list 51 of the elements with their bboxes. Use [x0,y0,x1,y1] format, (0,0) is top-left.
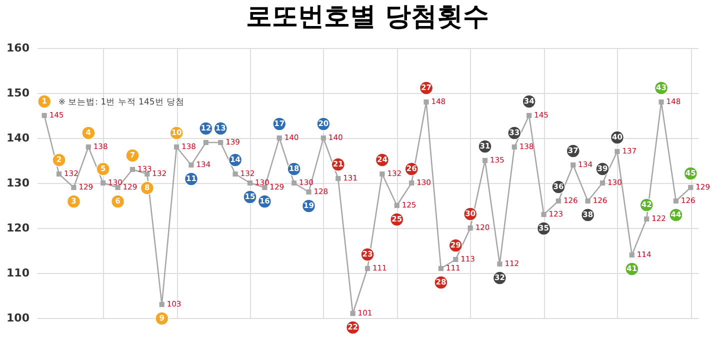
y-tick-label: 100 [6,312,30,324]
chart-title: 로또번호별 당첨횟수 [246,2,490,32]
point [600,180,606,186]
point [409,180,414,186]
point [644,216,650,222]
point [174,144,180,150]
point [350,310,356,316]
point [188,162,194,168]
annotation: ※ 보는법: 1번 누적 145번 당첨 [58,98,184,108]
point [673,198,679,204]
point [159,302,164,308]
point [71,184,76,190]
point [56,171,62,177]
point [497,261,502,267]
point [468,225,473,231]
point [380,171,385,177]
point [232,171,238,177]
y-tick-label: 140 [6,132,30,144]
point [453,256,458,262]
point [629,252,634,258]
point [570,162,576,168]
point [688,184,694,190]
y-tick-label: 130 [6,176,30,190]
point [614,148,620,154]
point [130,166,136,172]
point [86,144,91,150]
point [526,112,532,118]
point [364,266,370,272]
point [541,212,546,218]
y-tick-label: 150 [6,86,30,100]
point [276,135,282,141]
point [218,140,224,146]
point [247,180,253,186]
point [100,180,106,186]
y-tick-label: 120 [6,222,30,234]
point [512,144,517,150]
y-tick-label: 160 [6,42,30,54]
point [203,140,208,146]
point [292,180,297,186]
point [306,189,312,195]
point [482,158,488,164]
point [438,266,444,272]
point [394,202,400,208]
point [42,112,47,118]
point [320,135,326,141]
point [658,99,664,105]
point [585,198,590,204]
point [556,198,562,204]
point [336,176,341,182]
point [424,99,429,105]
y-tick-label: 110 [6,266,30,280]
